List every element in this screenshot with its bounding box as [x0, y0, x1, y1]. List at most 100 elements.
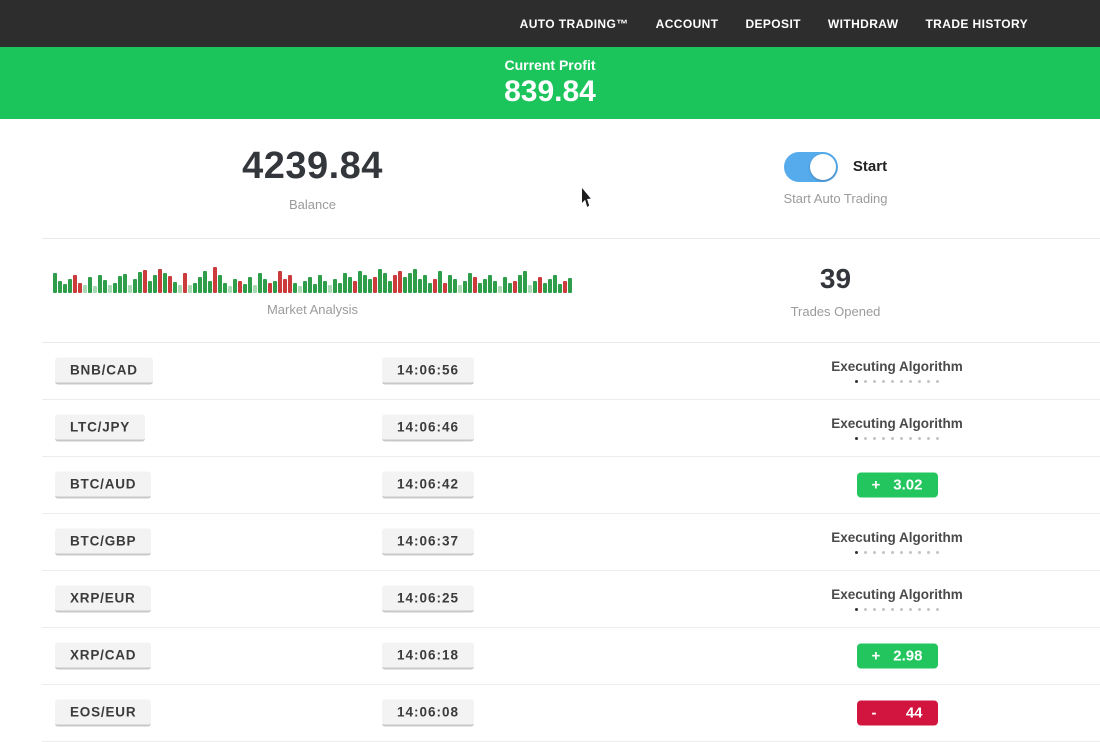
market-bar [498, 285, 502, 293]
market-bar [398, 270, 402, 293]
market-analysis-section: Market Analysis 39 Trades Opened [0, 239, 1100, 342]
profit-banner: Current Profit 839.84 [0, 47, 1100, 119]
market-bar [503, 276, 507, 293]
trade-status: Executing Algorithm [697, 530, 1097, 554]
nav-item-deposit[interactable]: DEPOSIT [745, 16, 801, 31]
trade-status: - 44 [697, 700, 1097, 726]
market-bar [483, 278, 487, 293]
progress-dot [936, 380, 939, 383]
progress-dot [900, 551, 903, 554]
market-analysis-chart [53, 265, 572, 293]
time-badge: 14:06:18 [381, 642, 475, 670]
market-bar [273, 280, 277, 293]
progress-dot [873, 551, 876, 554]
divider [42, 342, 1100, 343]
progress-dot [900, 608, 903, 611]
market-bar [478, 282, 482, 293]
market-bar [123, 273, 127, 293]
executing-algorithm-label: Executing Algorithm [831, 416, 963, 431]
pair-badge: EOS/EUR [55, 699, 152, 727]
progress-dot [909, 380, 912, 383]
market-bar [313, 283, 317, 293]
pair-badge: BTC/AUD [55, 471, 152, 499]
time-badge: 14:06:56 [381, 357, 475, 385]
progress-dot [927, 380, 930, 383]
top-nav: AUTO TRADING™ ACCOUNT DEPOSIT WITHDRAW TRADE… [0, 0, 1100, 47]
market-bar [228, 285, 232, 293]
balance-label: Balance [289, 197, 336, 212]
market-bar [458, 284, 462, 293]
time-badge: 14:06:46 [381, 414, 475, 442]
nav-item-trade-history[interactable]: TRADE HISTORY [925, 16, 1028, 31]
market-bar [408, 272, 412, 293]
market-bar [343, 272, 347, 293]
trades-opened-label: Trades Opened [790, 303, 881, 319]
market-bar [453, 278, 457, 293]
market-bar [348, 276, 352, 293]
progress-dot [918, 608, 921, 611]
trade-status: +2.98 [697, 643, 1097, 669]
market-bar [88, 276, 92, 293]
progress-dots [855, 551, 939, 554]
current-profit-label: Current Profit [504, 57, 596, 73]
progress-dots [855, 608, 939, 611]
pair-badge: BTC/GBP [55, 528, 152, 556]
market-bar [268, 282, 272, 293]
market-bar [383, 272, 387, 293]
market-bar [448, 274, 452, 293]
market-bar [253, 284, 257, 293]
market-bar [523, 270, 527, 293]
market-bar [213, 266, 217, 293]
market-bar [108, 284, 112, 293]
trade-row: BNB/CAD 14:06:56 Executing Algorithm [42, 343, 1100, 400]
market-bar [308, 276, 312, 293]
market-bar [553, 274, 557, 293]
market-bar [538, 276, 542, 293]
progress-dot [882, 551, 885, 554]
progress-dots [855, 437, 939, 440]
market-bar [438, 270, 442, 293]
market-bar [443, 282, 447, 293]
market-bar [243, 283, 247, 293]
market-bar [378, 268, 382, 293]
nav-item-account[interactable]: ACCOUNT [655, 16, 719, 31]
market-bar [353, 280, 357, 293]
auto-trading-toggle[interactable] [783, 151, 838, 182]
market-bar [513, 280, 517, 293]
trade-status: Executing Algorithm [697, 587, 1097, 611]
market-bar [493, 280, 497, 293]
trade-row: LTC/JPY 14:06:46 Executing Algorithm [42, 400, 1100, 457]
progress-dot [855, 551, 858, 554]
pair-badge: XRP/CAD [55, 642, 152, 670]
market-bar [193, 282, 197, 293]
time-badge: 14:06:42 [381, 471, 475, 499]
market-bar [238, 280, 242, 293]
market-bar [203, 270, 207, 293]
progress-dot [927, 551, 930, 554]
market-bar [143, 269, 147, 293]
market-bar [338, 282, 342, 293]
market-bar [98, 274, 102, 293]
market-bar [53, 272, 57, 293]
time-badge: 14:06:37 [381, 528, 475, 556]
progress-dot [864, 380, 867, 383]
progress-dot [855, 437, 858, 440]
market-bar [113, 282, 117, 293]
nav-item-withdraw[interactable]: WITHDRAW [827, 16, 899, 31]
progress-dot [864, 437, 867, 440]
progress-dot [873, 380, 876, 383]
nav-item-auto-trading[interactable]: AUTO TRADING™ [519, 16, 629, 31]
start-auto-trading-label: Start Auto Trading [783, 190, 888, 206]
trade-row: BTC/GBP 14:06:37 Executing Algorithm [42, 514, 1100, 571]
market-bar [323, 280, 327, 293]
market-bar [488, 274, 492, 293]
profit-badge: +2.98 [856, 643, 938, 669]
start-label: Start [852, 158, 888, 175]
market-bar [128, 284, 132, 293]
market-bar [473, 276, 477, 293]
result-sign: + [871, 476, 881, 494]
market-bar [233, 278, 237, 293]
progress-dot [882, 608, 885, 611]
market-bar [508, 282, 512, 293]
market-bar [173, 281, 177, 293]
